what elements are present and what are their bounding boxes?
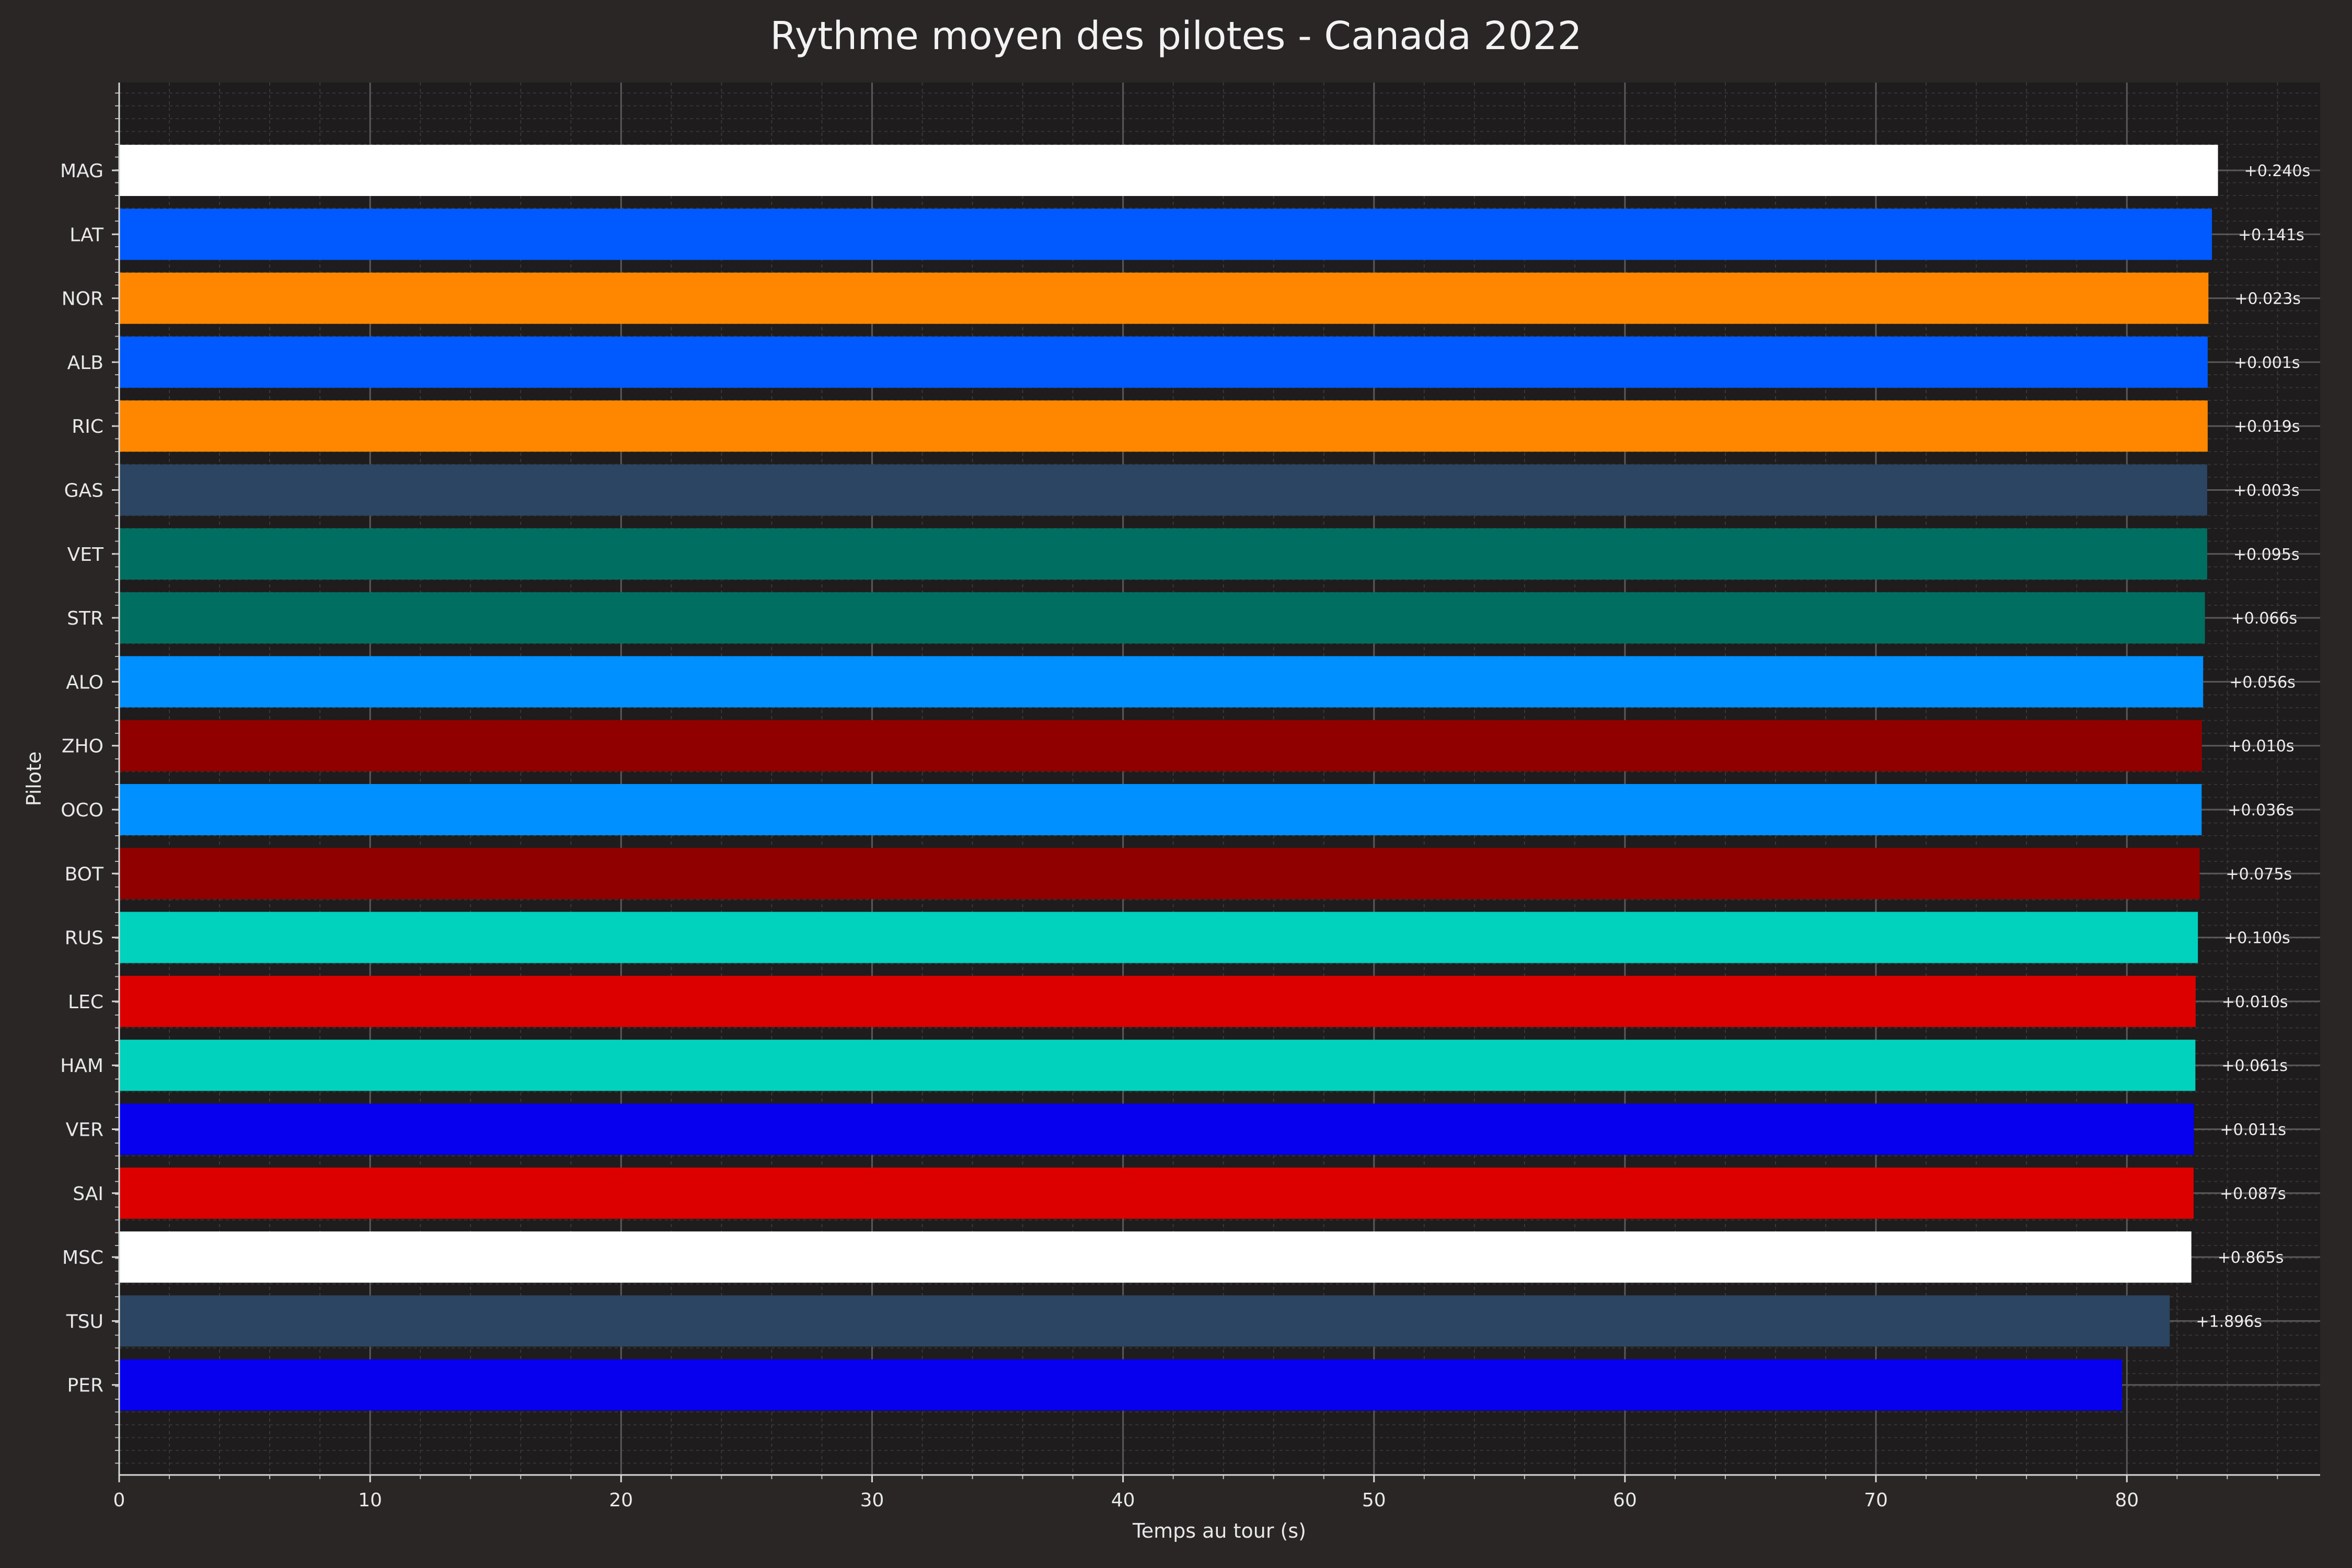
bar-alo (119, 656, 2204, 708)
gap-label-rus: +0.100s (2224, 929, 2290, 948)
gap-label-vet: +0.095s (2233, 546, 2300, 564)
gap-label-mag: +0.240s (2244, 162, 2311, 180)
chart-title: Rythme moyen des pilotes - Canada 2022 (770, 14, 1582, 59)
gap-label-nor: +0.023s (2234, 290, 2301, 308)
y-tick-label: LEC (68, 991, 103, 1013)
x-tick-label: 80 (2115, 1490, 2139, 1511)
gap-label-str: +0.066s (2231, 609, 2298, 628)
bar-alb (119, 336, 2208, 388)
bar-oco (119, 784, 2202, 835)
y-tick-label: VET (67, 544, 104, 566)
bar-gas (119, 464, 2207, 516)
bars (119, 145, 2218, 1411)
x-tick-label: 30 (860, 1490, 884, 1511)
bar-lat (119, 209, 2212, 260)
gap-label-lec: +0.010s (2222, 993, 2288, 1011)
x-tick-label: 0 (113, 1490, 125, 1511)
bar-ric (119, 400, 2208, 452)
bar-ham (119, 1040, 2196, 1091)
y-tick-label: SAI (73, 1183, 103, 1205)
gap-label-alo: +0.056s (2229, 673, 2296, 691)
gap-label-gas: +0.003s (2233, 482, 2300, 500)
bar-per (119, 1359, 2123, 1411)
bar-rus (119, 912, 2198, 963)
bar-ver (119, 1103, 2194, 1155)
y-tick-label: OCO (61, 800, 103, 821)
gap-label-lat: +0.141s (2238, 226, 2304, 244)
bar-msc (119, 1231, 2192, 1283)
gap-label-ric: +0.019s (2234, 418, 2300, 436)
bar-str (119, 592, 2205, 644)
y-tick-label: ZHO (62, 736, 103, 757)
x-axis-label: Temps au tour (s) (1132, 1519, 1306, 1542)
y-tick-label: PER (67, 1375, 103, 1397)
gap-label-sai: +0.087s (2220, 1185, 2286, 1203)
y-tick-label: RIC (72, 416, 103, 437)
x-tick-label: 40 (1111, 1490, 1135, 1511)
bar-sai (119, 1167, 2194, 1219)
x-tick-label: 70 (1864, 1490, 1888, 1511)
gap-label-zho: +0.010s (2228, 737, 2295, 756)
gap-labels: +0.240s +0.141s +0.023s +0.001s +0.019s +0.00… (2196, 162, 2310, 1331)
bar-vet (119, 528, 2207, 580)
y-tick-label: RUS (65, 928, 103, 949)
gap-label-tsu: +1.896s (2196, 1312, 2262, 1331)
y-tick-label: VER (66, 1120, 103, 1141)
y-tick-label: STR (67, 608, 103, 629)
bar-mag (119, 145, 2218, 196)
gap-label-bot: +0.075s (2226, 865, 2292, 883)
gap-label-oco: +0.036s (2228, 801, 2294, 820)
gap-label-alb: +0.001s (2234, 354, 2300, 372)
y-tick-label: NOR (62, 289, 103, 310)
plot-area: +0.240s +0.141s +0.023s +0.001s +0.019s +0.00… (60, 83, 2320, 1511)
x-tick-label: 60 (1613, 1490, 1637, 1511)
y-tick-label: ALO (66, 672, 103, 693)
x-axis: 0 10 20 30 40 50 60 70 80 (113, 1474, 2320, 1511)
bar-tsu (119, 1295, 2170, 1347)
bar-nor (119, 272, 2209, 324)
y-tick-label: HAM (60, 1055, 103, 1077)
gap-label-ver: +0.011s (2220, 1121, 2286, 1139)
y-axis-label: Pilote (22, 752, 45, 806)
y-axis: MAG LAT NOR ALB RIC GAS VET STR ALO ZHO OCO BOT RUS L… (60, 83, 120, 1475)
y-tick-label: GAS (64, 480, 103, 502)
x-tick-label: 50 (1362, 1490, 1386, 1511)
bar-zho (119, 720, 2202, 771)
x-tick-label: 10 (358, 1490, 382, 1511)
bar-lec (119, 975, 2196, 1027)
x-tick-label: 20 (609, 1490, 633, 1511)
y-tick-label: TSU (66, 1311, 103, 1332)
y-tick-label: BOT (65, 863, 104, 885)
y-tick-label: MAG (60, 160, 103, 182)
y-tick-label: MSC (62, 1247, 103, 1269)
bar-bot (119, 848, 2200, 900)
gap-label-ham: +0.061s (2221, 1057, 2288, 1075)
y-tick-label: LAT (70, 224, 104, 246)
y-tick-label: ALB (67, 352, 103, 374)
gap-label-msc: +0.865s (2218, 1249, 2284, 1267)
